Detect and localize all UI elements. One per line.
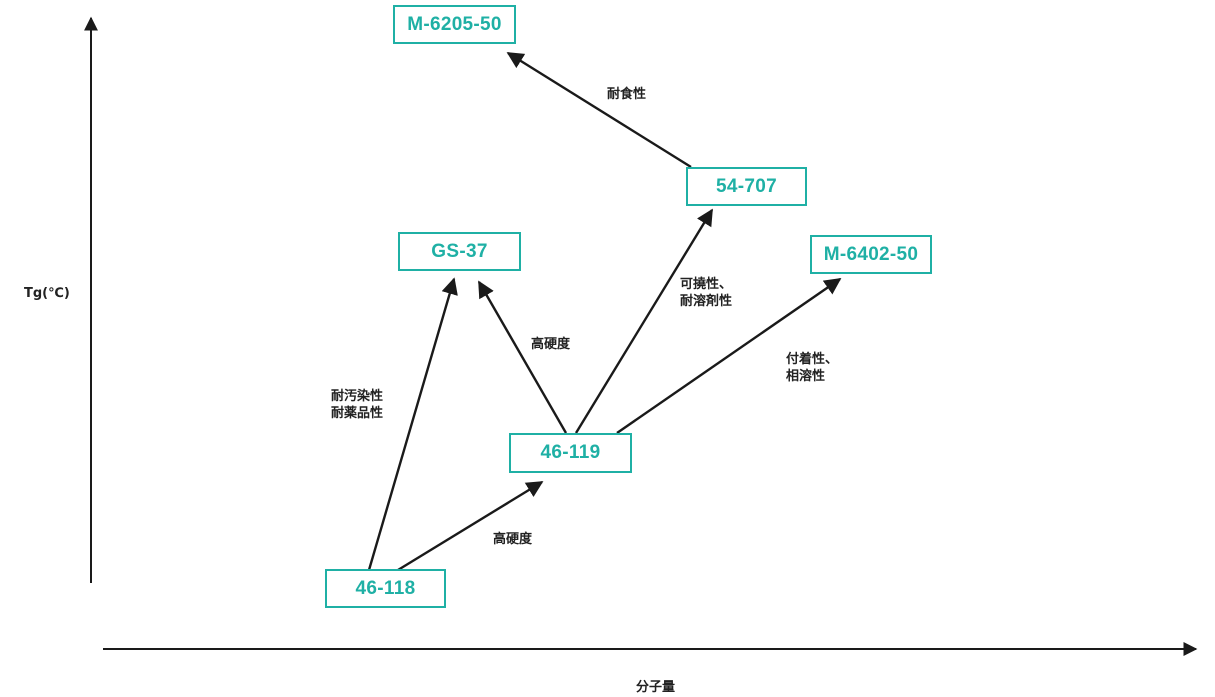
node-46-118: 46-118 xyxy=(325,569,446,608)
edge-label-line: 付着性、 xyxy=(786,352,839,367)
edge-label-high-hardness-top: 高硬度 xyxy=(531,337,571,352)
edge-46-118-to-gs-37 xyxy=(367,277,458,571)
edge-label-flexibility-solvent: 可撓性、 耐溶剤性 xyxy=(680,276,732,310)
edge-46-119-to-54-707 xyxy=(574,208,714,434)
node-gs-37: GS-37 xyxy=(398,232,521,271)
edge-label-adhesion-compatibility: 付着性、 相溶性 xyxy=(786,351,838,385)
edge-label-stain-chemical-resistance: 耐汚染性 耐薬品性 xyxy=(331,388,383,422)
edge-46-119-to-gs-37 xyxy=(477,280,568,434)
edge-label-corrosion-resistance: 耐食性 xyxy=(607,87,647,102)
edge-54-707-to-m-6205-50 xyxy=(506,51,692,169)
edge-46-118-to-46-119 xyxy=(397,480,544,572)
edge-label-line: 相溶性 xyxy=(786,369,826,384)
node-54-707: 54-707 xyxy=(686,167,807,206)
edge-label-line: 耐溶剤性 xyxy=(680,294,733,309)
edge-label-line: 耐汚染性 xyxy=(331,389,384,404)
y-axis-label: Tg(℃) xyxy=(24,286,70,301)
edge-46-119-to-m-6402-50 xyxy=(616,278,842,434)
edge-label-line: 耐薬品性 xyxy=(331,406,384,421)
node-46-119: 46-119 xyxy=(509,433,632,473)
node-m-6205-50: M-6205-50 xyxy=(393,5,516,44)
node-m-6402-50: M-6402-50 xyxy=(810,235,932,274)
x-axis-label: 分子量 xyxy=(636,680,676,695)
edge-label-line: 可撓性、 xyxy=(680,277,733,292)
edge-label-high-hardness-bottom: 高硬度 xyxy=(493,532,533,547)
